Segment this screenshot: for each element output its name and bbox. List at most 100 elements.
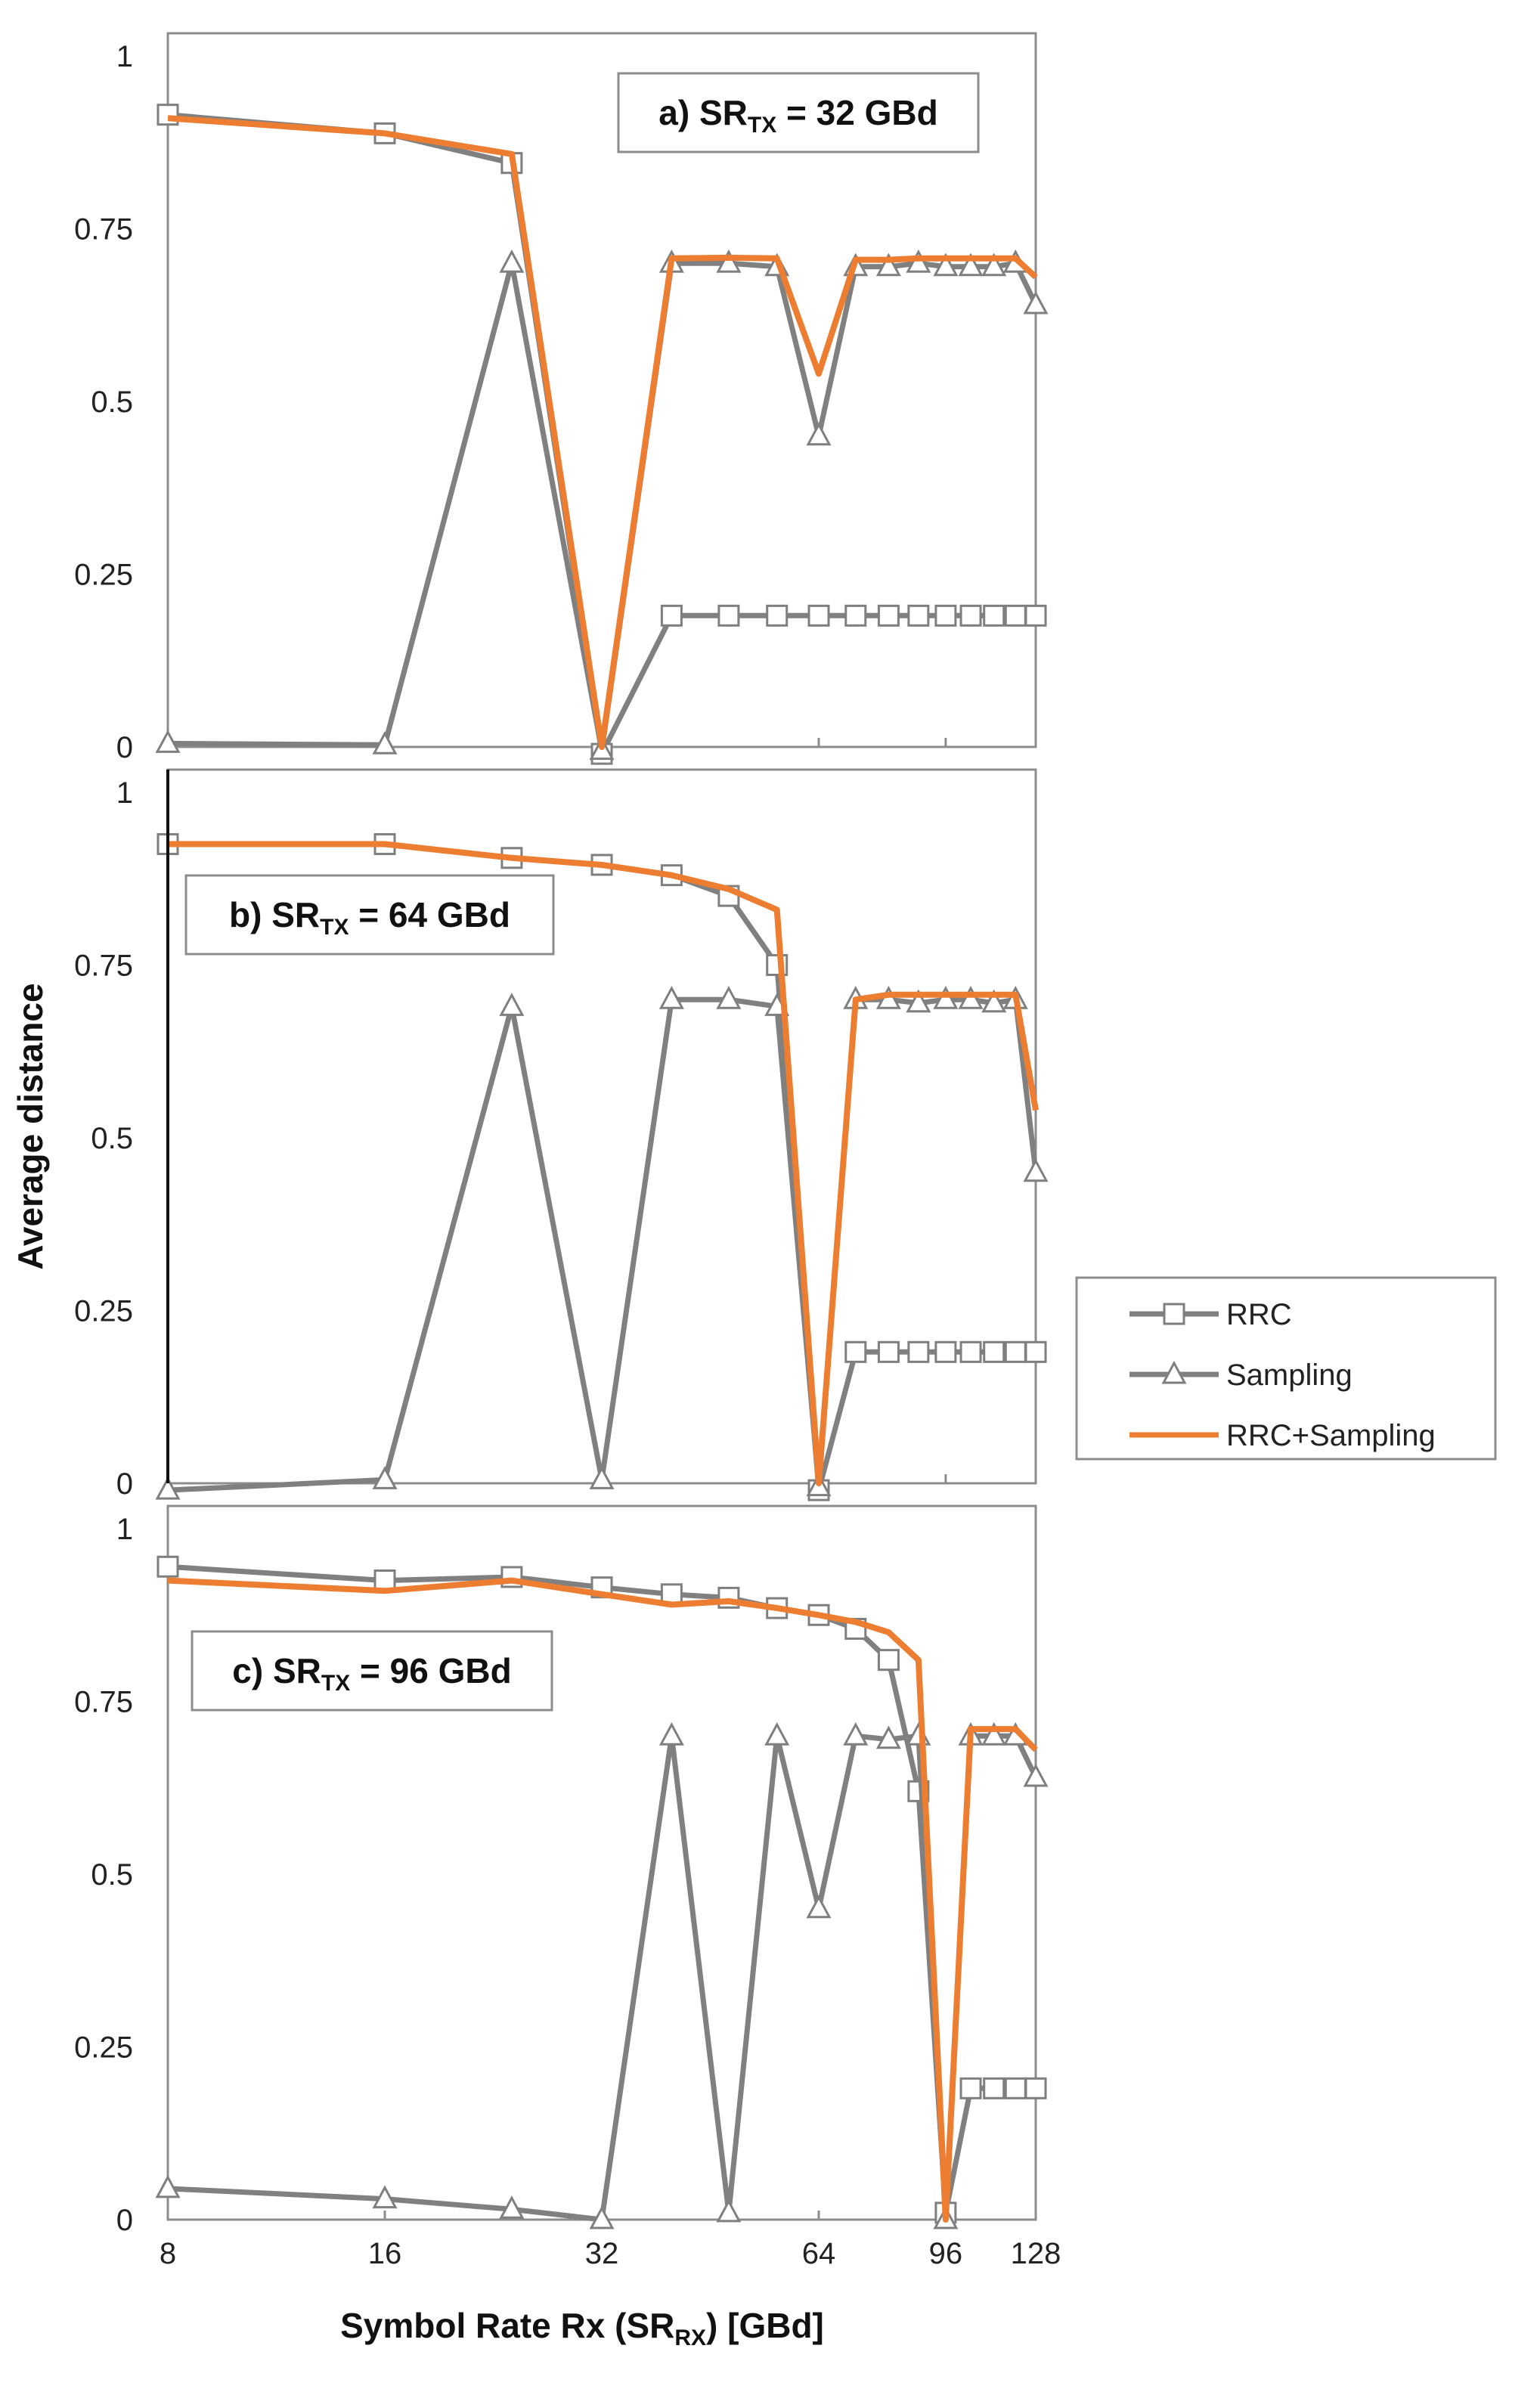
- series-line: [167, 1577, 1038, 2223]
- data-point: [934, 604, 957, 627]
- data-point: [933, 253, 959, 277]
- panel-c: 0 0.25 0.5 0.75 1 c) SRTX = 96 GBd: [74, 1504, 1049, 2237]
- data-point: [959, 1340, 982, 1363]
- x-tick-label: 64: [802, 2237, 836, 2270]
- data-point: [875, 253, 901, 277]
- series-sampling: [155, 249, 1049, 761]
- y-tick-label: 0.25: [74, 1295, 133, 1328]
- data-point: [1024, 604, 1047, 627]
- data-point: [877, 604, 900, 627]
- x-tick-label: 96: [929, 2237, 963, 2270]
- series-rrc-sampling: [167, 1577, 1038, 2223]
- x-tick-label: 128: [1011, 2237, 1061, 2270]
- y-tick-label: 0.75: [74, 950, 133, 983]
- y-tick-label: 0.25: [74, 559, 133, 592]
- legend-item-sampling: Sampling: [1129, 1359, 1353, 1392]
- y-axis-title: Average distance: [11, 983, 50, 1269]
- data-point: [959, 604, 982, 627]
- data-point: [877, 1649, 900, 1672]
- y-tick-label: 0: [116, 1467, 133, 1501]
- data-point: [958, 986, 984, 1009]
- panel-title-box: [184, 874, 555, 956]
- data-point: [1023, 290, 1049, 314]
- y-tick-label: 1: [116, 776, 133, 810]
- panel-title: c) SRTX = 96 GBd: [191, 1630, 553, 1712]
- data-point: [983, 2077, 1005, 2099]
- data-point: [1024, 2077, 1047, 2099]
- data-point: [933, 986, 959, 1009]
- panel-a: 0 0.25 0.5 0.75 1 a) SRTX = 32 GBd: [74, 32, 1049, 765]
- panel-title: b) SRTX = 64 GBd: [184, 874, 555, 956]
- series-line: [167, 260, 1039, 754]
- y-tick-label: 0.75: [74, 213, 133, 246]
- y-tick-label: 0.25: [74, 2031, 133, 2065]
- legend-label: RRC+Sampling: [1226, 1419, 1436, 1452]
- data-point: [372, 731, 398, 754]
- x-tick-label: 32: [585, 2237, 619, 2270]
- data-point: [716, 2198, 742, 2223]
- data-point: [372, 2185, 398, 2209]
- y-tick-label: 0.5: [91, 1122, 133, 1155]
- x-axis-title: Symbol Rate Rx (SRRX) [GBd]: [340, 2306, 824, 2350]
- x-tick-label: 8: [160, 2237, 176, 2270]
- chart-panels: 0 0.25 0.5 0.75 1 a) SRTX = 32 GBd 0 0.25 0.5 0.7…: [74, 32, 1049, 2237]
- data-point: [844, 604, 867, 627]
- y-tick-label: 0.75: [74, 1686, 133, 1719]
- y-tick-label: 1: [116, 40, 133, 73]
- data-point: [958, 253, 984, 277]
- panel-title-text: c) SRTX = 96 GBd: [232, 1651, 511, 1696]
- data-point: [764, 1722, 790, 1746]
- data-point: [906, 989, 931, 1013]
- data-point: [1004, 2077, 1027, 2099]
- data-point: [589, 2205, 615, 2229]
- data-point: [1023, 1763, 1049, 1787]
- panel-title-text: a) SRTX = 32 GBd: [658, 93, 937, 138]
- data-point: [155, 2174, 181, 2198]
- y-tick-label: 0: [116, 731, 133, 764]
- data-point: [843, 1722, 869, 1746]
- y-tick-label: 1: [116, 1513, 133, 1546]
- data-point: [658, 986, 684, 1009]
- series-line: [167, 1733, 1039, 2223]
- data-point: [907, 604, 930, 627]
- data-point: [983, 604, 1005, 627]
- series-line: [167, 115, 1038, 750]
- data-point: [959, 2077, 982, 2099]
- data-point: [155, 1476, 181, 1500]
- panel-title-text: b) SRTX = 64 GBd: [229, 895, 510, 940]
- series-line: [167, 1563, 1036, 2216]
- x-tick-labels: 8 16 32 64 96 128: [160, 2237, 1061, 2270]
- data-point: [844, 1340, 867, 1363]
- data-point: [499, 249, 525, 273]
- data-point: [981, 253, 1007, 277]
- legend-marker: [1163, 1303, 1185, 1325]
- legend-item-rrc-sampling: RRC+Sampling: [1129, 1419, 1436, 1452]
- panel-title-box: [191, 1630, 553, 1712]
- plot-frame: [166, 1504, 1037, 2221]
- data-point: [934, 1340, 957, 1363]
- series-rrc-sampling: [167, 115, 1038, 750]
- legend: RRC Sampling RRC+Sampling: [1075, 1276, 1497, 1461]
- data-point: [766, 604, 789, 627]
- data-point: [983, 1340, 1005, 1363]
- panel-title: a) SRTX = 32 GBd: [617, 72, 980, 153]
- data-point: [658, 1722, 684, 1746]
- data-point: [1004, 1340, 1027, 1363]
- y-tick-label: 0.5: [91, 386, 133, 419]
- data-point: [156, 104, 179, 126]
- data-point: [499, 2195, 525, 2219]
- series-line: [168, 841, 1039, 1486]
- data-point: [806, 1895, 832, 1919]
- data-point: [1024, 1340, 1047, 1363]
- data-point: [716, 249, 742, 273]
- legend-marker: [1161, 1360, 1187, 1384]
- y-tick-label: 0.5: [91, 1858, 133, 1892]
- data-point: [981, 1722, 1007, 1746]
- x-tick-label: 16: [368, 2237, 402, 2270]
- data-point: [716, 986, 742, 1009]
- legend-box: [1075, 1276, 1497, 1461]
- data-point: [717, 604, 740, 627]
- series-rrc: [156, 104, 1047, 765]
- data-point: [1023, 1158, 1049, 1182]
- panel-title-box: [617, 72, 980, 153]
